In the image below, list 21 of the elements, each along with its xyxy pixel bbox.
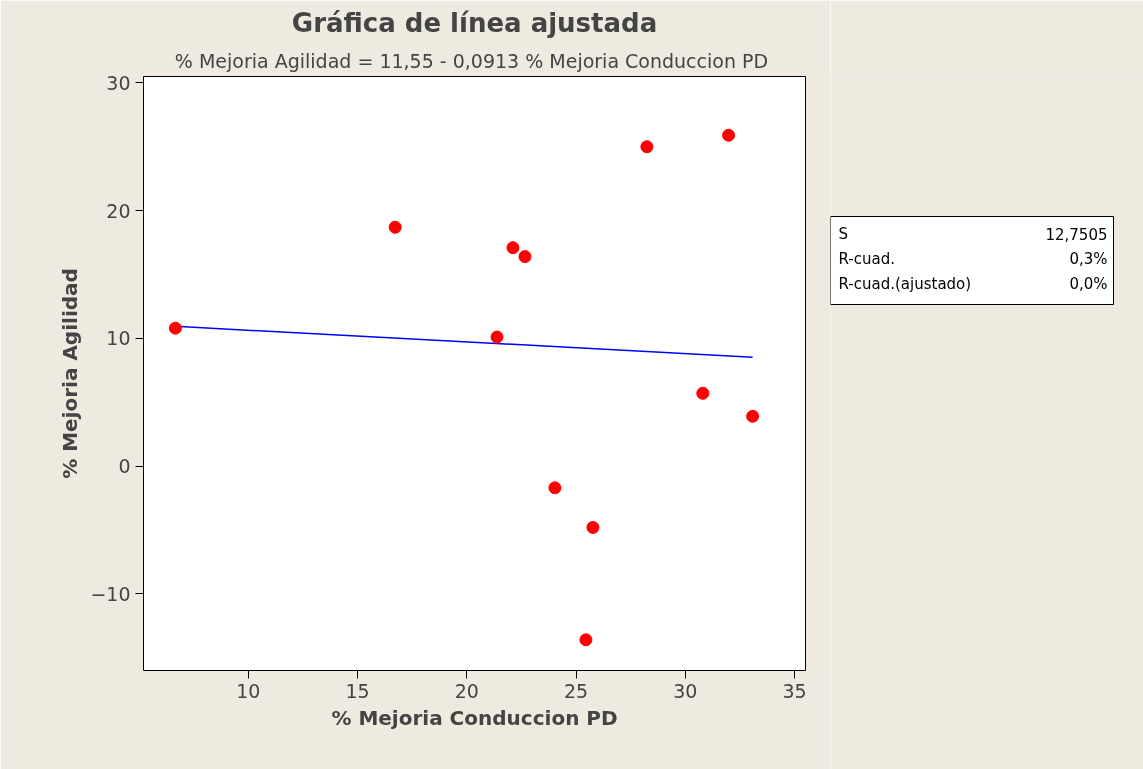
text: 0,0% <box>1069 274 1108 293</box>
y-axis-title: % Mejoria Agilidad <box>58 268 83 479</box>
x-tick-label: 30 <box>673 679 698 702</box>
y-tick-label: 0 <box>118 455 131 478</box>
y-tick-label: 30 <box>106 71 131 94</box>
text: 0,3% <box>1069 249 1108 268</box>
x-axis-title: % Mejoria Conduccion PD <box>331 705 618 730</box>
x-tick-label: 20 <box>454 679 479 702</box>
x-tick-label: 35 <box>782 679 807 702</box>
text: R-cuad. <box>838 249 895 268</box>
text: S <box>838 224 849 243</box>
text: 12,7505 <box>1045 225 1108 244</box>
chart-subtitle: % Mejoria Agilidad = 11,55 - 0,0913 % Mejoria Conduccion PD <box>174 49 769 72</box>
chart-title: Gráfica de línea ajustada <box>291 7 658 38</box>
y-tick-label: 10 <box>106 327 131 350</box>
x-tick-label: 25 <box>564 679 589 702</box>
x-tick-label: 10 <box>236 679 261 702</box>
x-tick-label: 15 <box>345 679 370 702</box>
y-tick-label: 20 <box>106 199 131 222</box>
y-tick-label: −10 <box>90 582 131 605</box>
text: R-cuad.(ajustado) <box>838 274 972 293</box>
